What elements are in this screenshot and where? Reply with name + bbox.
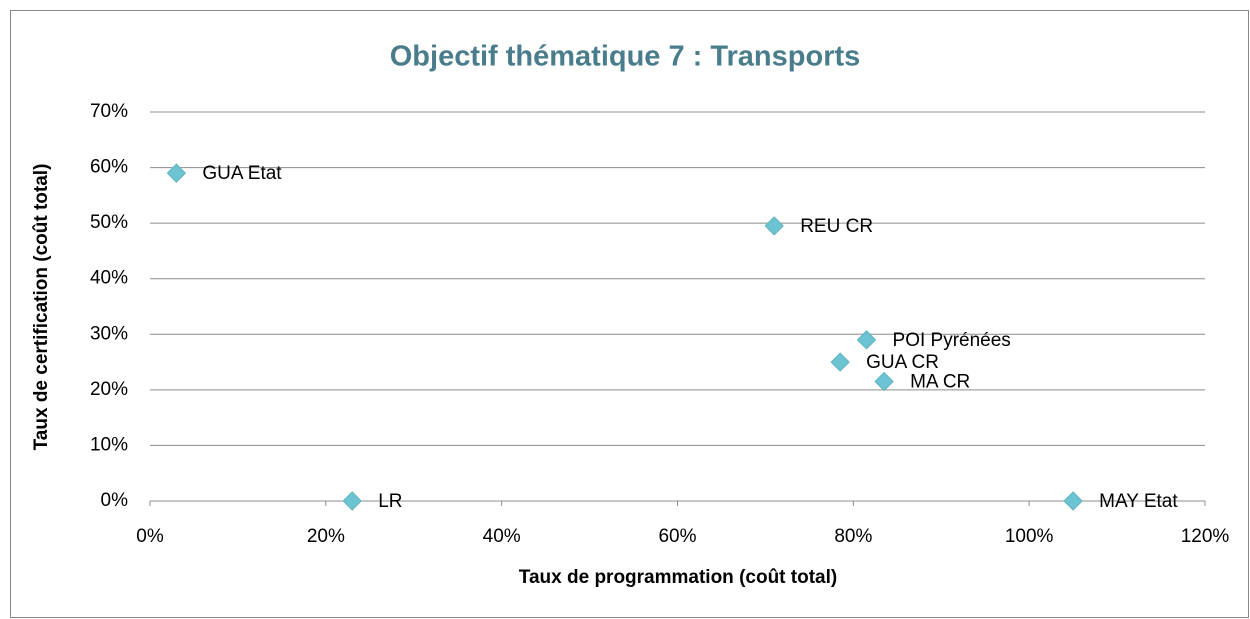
data-label: LR: [378, 491, 402, 512]
x-tick-label: 0%: [136, 526, 164, 547]
x-tick-label: 40%: [483, 526, 521, 547]
y-axis-label: Taux de certification (coût total): [31, 164, 52, 451]
x-tick-label: 100%: [1005, 526, 1054, 547]
chart-title: Objectif thématique 7 : Transports: [390, 41, 861, 73]
y-tick-label: 40%: [90, 268, 128, 289]
point: [1063, 491, 1083, 511]
y-tick-label: 60%: [90, 157, 128, 178]
x-tick-label: 120%: [1181, 526, 1230, 547]
y-tick-label: 20%: [90, 379, 128, 400]
data-label: GUA CR: [866, 352, 939, 373]
data-label: GUA Etat: [202, 163, 282, 184]
point: [830, 352, 850, 372]
y-tick-label: 0%: [101, 490, 129, 511]
y-tick-label: 10%: [90, 434, 128, 455]
y-tick-label: 50%: [90, 212, 128, 233]
data-label: MAY Etat: [1099, 491, 1178, 512]
x-tick-label: 20%: [307, 526, 345, 547]
data-label: MA CR: [910, 372, 970, 393]
point: [764, 216, 784, 236]
point: [874, 371, 894, 392]
chart-frame: [10, 10, 1249, 618]
data-label: POI Pyrénées: [893, 330, 1011, 351]
y-tick-label: 70%: [90, 101, 128, 122]
point: [166, 163, 187, 183]
y-tick-label: 30%: [90, 323, 128, 344]
x-axis-label: Taux de programmation (coût total): [519, 567, 837, 588]
point: [856, 330, 877, 350]
point: [342, 491, 362, 511]
data-label: REU CR: [800, 216, 873, 237]
x-tick-label: 60%: [658, 526, 696, 547]
x-tick-label: 80%: [834, 526, 872, 547]
